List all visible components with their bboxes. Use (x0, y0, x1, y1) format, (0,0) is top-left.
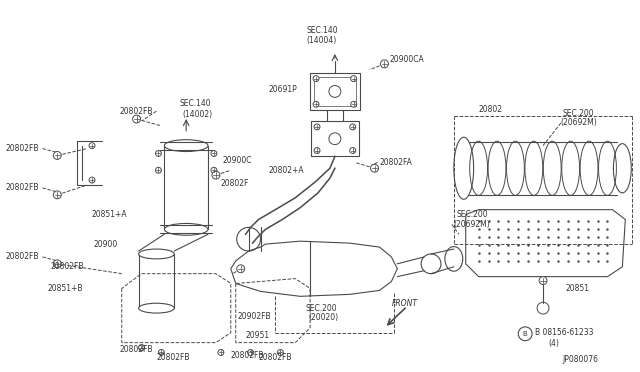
Ellipse shape (164, 224, 208, 235)
Text: SEC.140: SEC.140 (306, 26, 338, 35)
Circle shape (218, 350, 224, 355)
Text: (20692M): (20692M) (560, 118, 596, 128)
Text: SEC.200: SEC.200 (457, 210, 488, 219)
Text: FRONT: FRONT (392, 299, 417, 308)
Text: JP080076: JP080076 (563, 355, 599, 364)
Circle shape (380, 60, 388, 68)
Text: 20802FA: 20802FA (380, 158, 412, 167)
Circle shape (139, 344, 145, 350)
Text: 20900C: 20900C (223, 156, 252, 165)
Text: 20851+A: 20851+A (92, 210, 127, 219)
Text: 20802F: 20802F (221, 179, 249, 187)
Circle shape (89, 142, 95, 148)
Text: 20802FB: 20802FB (259, 353, 292, 362)
Circle shape (159, 350, 164, 355)
Text: SEC.140: SEC.140 (179, 99, 211, 108)
Text: (14004): (14004) (307, 36, 337, 45)
Text: 20851+B: 20851+B (47, 284, 83, 293)
Text: B: B (523, 331, 527, 337)
Circle shape (156, 151, 161, 157)
Circle shape (53, 260, 61, 268)
Circle shape (211, 151, 217, 157)
Text: 20900CA: 20900CA (389, 55, 424, 64)
Circle shape (277, 350, 284, 355)
Text: 20802FB: 20802FB (156, 353, 190, 362)
Circle shape (314, 148, 320, 154)
Circle shape (349, 124, 356, 130)
Circle shape (314, 124, 320, 130)
Text: (4): (4) (548, 339, 559, 348)
Text: 20900: 20900 (94, 240, 118, 248)
Circle shape (132, 115, 141, 123)
Bar (314, 77, 356, 106)
Text: (20020): (20020) (308, 314, 338, 323)
Circle shape (313, 76, 319, 81)
Ellipse shape (139, 303, 174, 313)
Circle shape (351, 101, 356, 107)
Circle shape (539, 277, 547, 285)
Text: 20802FB: 20802FB (51, 262, 84, 271)
Text: 20902FB: 20902FB (237, 311, 271, 321)
Text: 20802FB: 20802FB (120, 107, 153, 116)
Circle shape (89, 177, 95, 183)
Ellipse shape (139, 249, 174, 259)
Text: (20692M): (20692M) (454, 220, 491, 229)
Text: SEC.200: SEC.200 (305, 304, 337, 312)
Circle shape (211, 167, 217, 173)
Text: 20802: 20802 (479, 105, 502, 114)
Ellipse shape (164, 140, 208, 151)
Text: 20691P: 20691P (268, 85, 297, 94)
Circle shape (53, 191, 61, 199)
Text: 20802FB: 20802FB (6, 144, 39, 153)
Bar (310, 73, 360, 110)
Text: 20802+A: 20802+A (268, 166, 304, 175)
Text: SEC.200: SEC.200 (563, 109, 595, 118)
Circle shape (156, 167, 161, 173)
Circle shape (313, 101, 319, 107)
Text: B 08156-61233: B 08156-61233 (535, 328, 594, 337)
Text: 20802FB: 20802FB (6, 253, 39, 262)
Circle shape (237, 265, 244, 273)
Circle shape (212, 171, 220, 179)
Text: 20802FB: 20802FB (231, 351, 264, 360)
Circle shape (248, 350, 253, 355)
Text: 20802FB: 20802FB (6, 183, 39, 192)
Text: 20851: 20851 (566, 284, 590, 293)
Circle shape (53, 151, 61, 160)
Bar (311, 121, 358, 157)
Circle shape (349, 148, 356, 154)
Text: 20802FB: 20802FB (120, 345, 153, 354)
Circle shape (371, 164, 378, 172)
Text: (14002): (14002) (182, 110, 212, 119)
Text: 20951: 20951 (246, 331, 270, 340)
Circle shape (351, 76, 356, 81)
